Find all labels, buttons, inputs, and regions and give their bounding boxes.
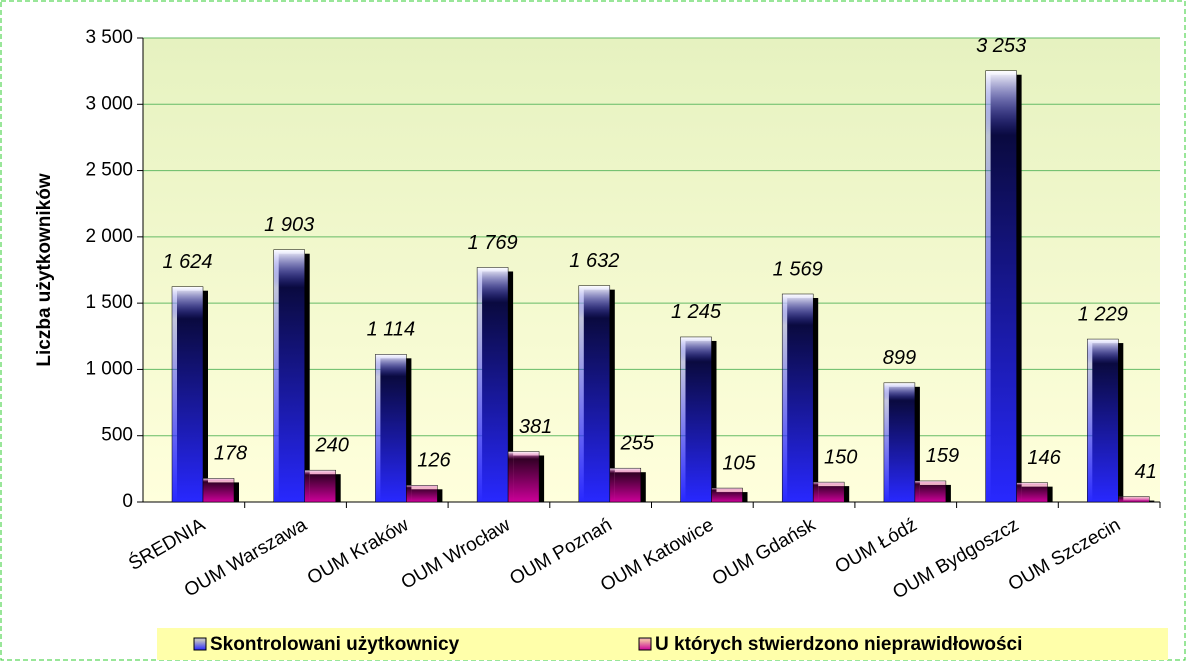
bar <box>914 480 947 503</box>
value-label: 178 <box>214 443 247 465</box>
y-axis-label: Liczba użytkowników <box>34 173 55 366</box>
value-label: 1 903 <box>264 214 314 236</box>
value-label: 1 569 <box>773 258 823 280</box>
bar <box>1016 482 1048 503</box>
bar <box>375 354 407 503</box>
bar <box>680 336 712 503</box>
legend-swatch <box>638 637 652 651</box>
bar <box>781 293 814 503</box>
bar <box>985 70 1017 503</box>
bar <box>202 478 235 503</box>
value-label: 1 632 <box>569 250 619 272</box>
y-tick-label: 1 500 <box>85 292 133 313</box>
value-label: 899 <box>883 347 916 369</box>
y-tick-label: 2 500 <box>85 160 133 181</box>
value-label: 1 229 <box>1078 303 1128 325</box>
bar <box>304 469 336 503</box>
legend-swatch <box>193 637 207 651</box>
bar <box>609 467 642 503</box>
bar <box>406 485 438 503</box>
legend <box>157 628 1168 660</box>
value-label: 255 <box>620 432 655 454</box>
bar <box>171 286 204 503</box>
bar <box>812 481 845 503</box>
y-tick-label: 0 <box>122 491 133 512</box>
bar <box>711 487 743 503</box>
value-label: 146 <box>1027 447 1061 469</box>
value-label: 150 <box>824 446 857 468</box>
value-label: 1 624 <box>162 251 212 273</box>
y-tick-label: 500 <box>101 425 133 446</box>
y-tick-label: 2 000 <box>85 226 133 247</box>
y-tick-label: 1 000 <box>85 358 133 379</box>
y-tick-label: 3 500 <box>85 27 133 48</box>
y-tick-label: 3 000 <box>85 93 133 114</box>
bar <box>1118 496 1150 503</box>
value-label: 381 <box>519 416 552 438</box>
bar <box>476 267 509 503</box>
legend-label: U których stwierdzono nieprawidłowości <box>655 634 1022 655</box>
value-label: 41 <box>1135 461 1157 483</box>
bar <box>507 451 540 503</box>
value-label: 1 114 <box>367 319 416 341</box>
bar <box>578 285 611 503</box>
value-label: 240 <box>315 434 349 456</box>
value-label: 1 245 <box>671 301 722 323</box>
bar <box>273 249 305 503</box>
value-label: 159 <box>926 445 959 467</box>
legend-label: Skontrolowani użytkownicy <box>210 634 460 655</box>
bar <box>1087 338 1119 503</box>
bar <box>883 382 916 503</box>
value-label: 3 253 <box>976 35 1026 57</box>
value-label: 126 <box>417 450 451 472</box>
value-label: 1 769 <box>468 232 518 254</box>
value-label: 105 <box>722 452 756 474</box>
